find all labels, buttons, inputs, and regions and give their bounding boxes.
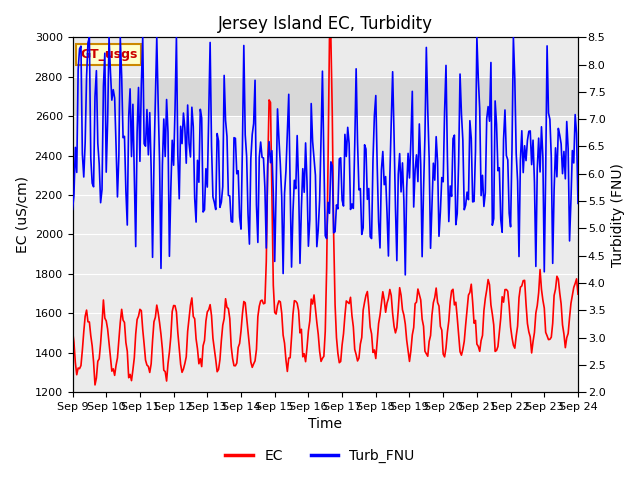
- X-axis label: Time: Time: [308, 418, 342, 432]
- Y-axis label: Turbidity (FNU): Turbidity (FNU): [611, 163, 625, 267]
- Y-axis label: EC (uS/cm): EC (uS/cm): [15, 176, 29, 253]
- Legend: EC, Turb_FNU: EC, Turb_FNU: [220, 443, 420, 468]
- Title: Jersey Island EC, Turbidity: Jersey Island EC, Turbidity: [218, 15, 433, 33]
- Bar: [72, 77, 578, 116]
- Text: GT_usgs: GT_usgs: [80, 48, 138, 61]
